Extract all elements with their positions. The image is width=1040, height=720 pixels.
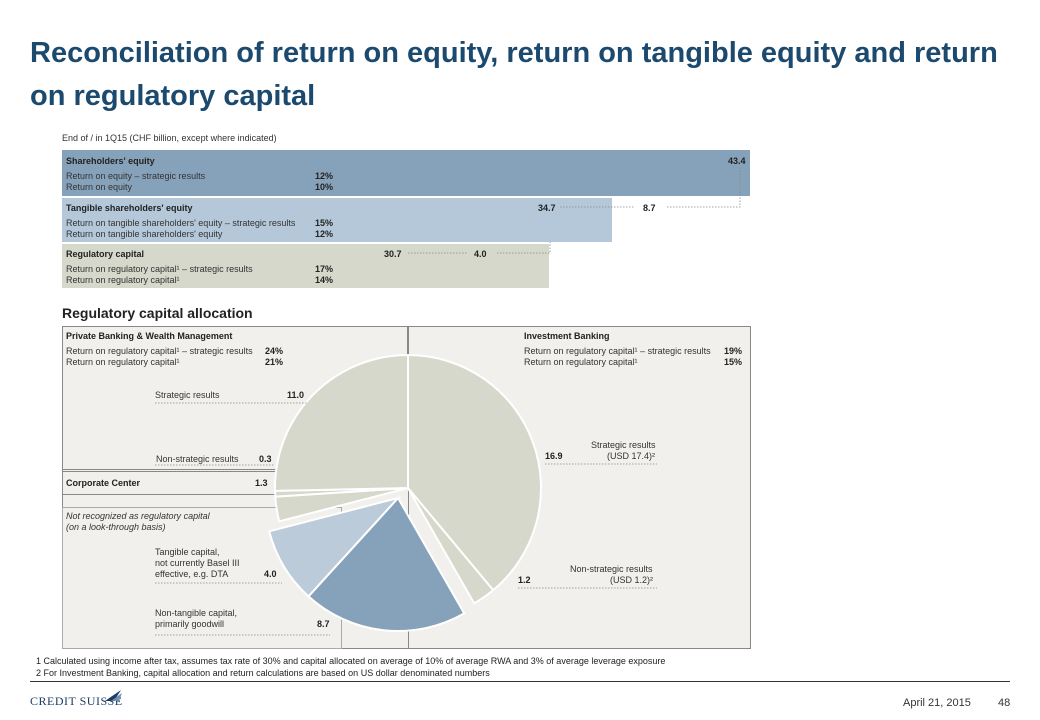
bar-value-label: 43.4 (728, 156, 746, 166)
row-value: 12% (315, 229, 334, 239)
notrec-subtitle: (on a look-through basis) (66, 522, 166, 532)
pbwm-nonstrategic-label: Non-strategic results (156, 454, 239, 464)
pie-slice-non-tangible-capital-primarily-goodwill (307, 496, 466, 632)
row-value: 12% (315, 171, 334, 181)
pie-slice-non-strategic-results-usd-1-2 (407, 487, 495, 605)
tangible-value: 4.0 (264, 569, 277, 579)
pbwm-value: 24% (265, 346, 284, 356)
pie-slice-strategic-results (274, 353, 409, 492)
difference-label: 8.7 (643, 203, 656, 213)
pbwm-strategic-label: Strategic results (155, 390, 220, 400)
bar-regulatory-capital (62, 244, 549, 288)
row-value: 14% (315, 275, 334, 285)
ib-value: 15% (724, 357, 743, 367)
footnote-1: 1 Calculated using income after tax, ass… (36, 656, 666, 666)
ib-nonstrategic-value: 1.2 (518, 575, 531, 585)
ib-value: 19% (724, 346, 743, 356)
allocation-title: Regulatory capital allocation (62, 305, 253, 321)
row-value: 17% (315, 264, 334, 274)
row-value: 15% (315, 218, 334, 228)
row-line: Return on equity (66, 182, 133, 192)
footer-date: April 21, 2015 (903, 697, 971, 709)
row-value: 10% (315, 182, 334, 192)
row-line: Return on equity – strategic results (66, 171, 206, 181)
row-line: Return on tangible shareholders' equity … (66, 218, 296, 228)
pbwm-title: Private Banking & Wealth Management (66, 331, 233, 341)
page-title: Reconciliation of return on equity, retu… (30, 37, 998, 112)
pie-slice-strategic-results-usd-17-4 (407, 353, 542, 592)
pie-slice-tangible-capital-not-currently-basel-iii-effective-e-g-dta (268, 496, 401, 598)
tangible-label: Tangible capital, (155, 547, 220, 557)
credit-suisse-logo: CREDIT SUISSE (30, 694, 123, 708)
row-title-tangible-equity: Tangible shareholders' equity (66, 203, 193, 213)
row-line: Return on regulatory capital¹ – strategi… (66, 264, 253, 274)
footnote-2: 2 For Investment Banking, capital alloca… (36, 668, 490, 678)
tangible-label: not currently Basel III (155, 558, 240, 568)
ib-line: Return on regulatory capital¹ (524, 357, 638, 367)
bar-value-label: 30.7 (384, 249, 402, 259)
row-title-shareholders-equity: Shareholders' equity (66, 156, 155, 166)
regulatory-pie (155, 353, 657, 636)
notrec-title: Not recognized as regulatory capital (66, 511, 210, 521)
pbwm-line: Return on regulatory capital¹ (66, 357, 180, 367)
row-line: Return on regulatory capital¹ (66, 275, 180, 285)
row-title-regulatory-capital: Regulatory capital (66, 249, 145, 259)
ib-strategic-usd: (USD 17.4)² (607, 451, 656, 461)
row-line: Return on tangible shareholders' equity (66, 229, 223, 239)
nontangible-value: 8.7 (317, 619, 330, 629)
ib-nonstrategic-label: Non-strategic results (570, 564, 653, 574)
pbwm-nonstrategic-value: 0.3 (259, 454, 272, 464)
cc-value: 1.3 (255, 478, 268, 488)
page-number: 48 (998, 697, 1011, 709)
nontangible-label: Non-tangible capital, (155, 608, 238, 618)
difference-label: 4.0 (474, 249, 487, 259)
ib-title: Investment Banking (524, 331, 610, 341)
ib-strategic-label: Strategic results (591, 440, 656, 450)
bar-shareholders-equity (62, 150, 750, 196)
bar-tangible-equity (62, 198, 612, 242)
unit-note: End of / in 1Q15 (CHF billion, except wh… (62, 133, 277, 143)
ib-strategic-value: 16.9 (545, 451, 563, 461)
ib-nonstrategic-usd: (USD 1.2)² (610, 575, 654, 585)
connector-lines (408, 166, 741, 254)
bar-value-label: 34.7 (538, 203, 556, 213)
pbwm-strategic-value: 11.0 (287, 390, 305, 400)
ib-line: Return on regulatory capital¹ – strategi… (524, 346, 711, 356)
footer-divider (30, 681, 1010, 682)
nontangible-label: primarily goodwill (155, 619, 225, 629)
sails-icon (105, 690, 122, 701)
pbwm-line: Return on regulatory capital¹ – strategi… (66, 346, 253, 356)
cc-title: Corporate Center (66, 478, 141, 488)
tangible-label: effective, e.g. DTA (155, 569, 229, 579)
pbwm-value: 21% (265, 357, 284, 367)
